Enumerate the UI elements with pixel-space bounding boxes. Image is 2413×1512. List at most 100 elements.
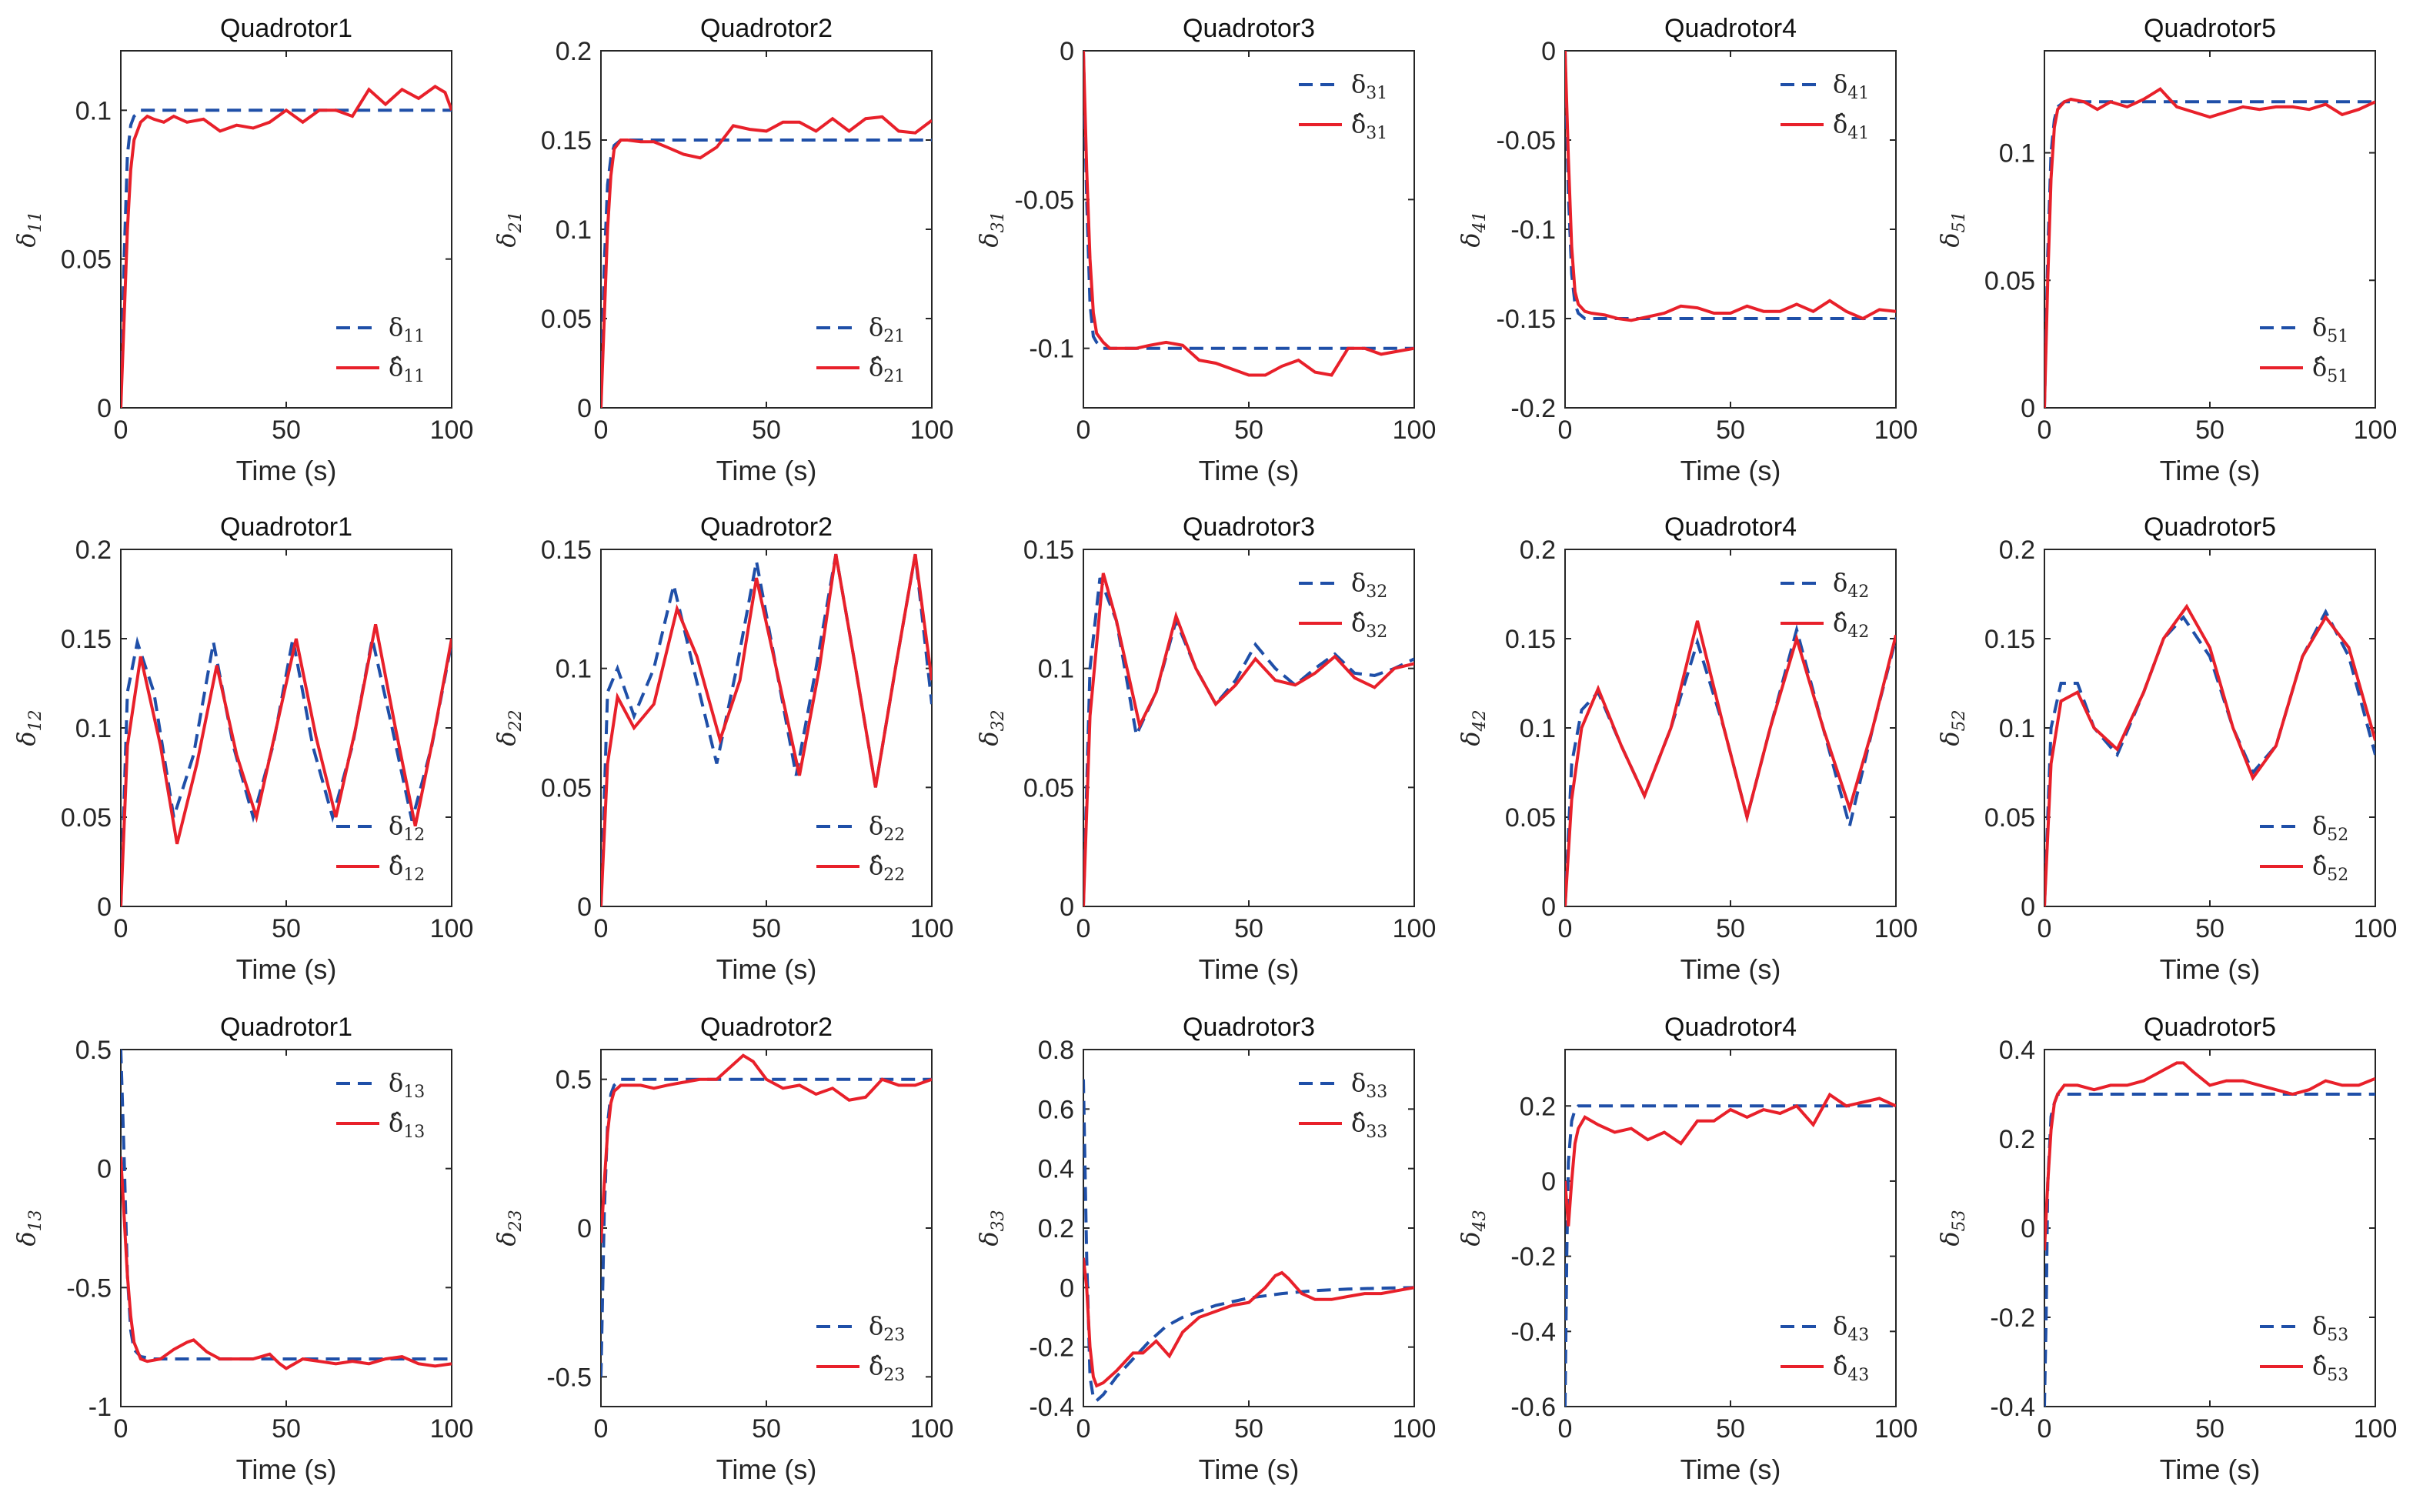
y-axis-label-symbol: δ [974, 232, 1003, 247]
plot-title: Quadrotor1 [220, 14, 352, 43]
x-tick-label: 50 [272, 1414, 301, 1444]
y-axis-label: δ31 [974, 211, 1008, 247]
legend-entry-subscript: 41 [1847, 84, 1869, 103]
y-tick-label: 0 [97, 1155, 112, 1184]
x-tick-label: 50 [2195, 1414, 2224, 1444]
x-axis-label: Time (s) [236, 953, 337, 985]
legend-entry-symbol: δ̂ [869, 352, 883, 382]
legend-entry: δ̂41 [1833, 109, 1869, 143]
legend-entry-subscript: 21 [883, 327, 905, 346]
x-tick-label: 50 [752, 1414, 781, 1444]
x-tick-label: 0 [594, 1414, 609, 1444]
plot-title: Quadrotor5 [2144, 1013, 2276, 1042]
x-tick-label: 50 [1234, 416, 1263, 445]
y-tick-label: -0.2 [1990, 1303, 2035, 1333]
x-axis-label: Time (s) [1199, 953, 1300, 985]
estimate-line-δ̂33 [1083, 1257, 1414, 1388]
y-axis-label: δ11 [12, 211, 45, 247]
legend-entry: δ̂23 [869, 1351, 905, 1385]
y-tick-label: -0.15 [1497, 305, 1557, 334]
legend-entry-symbol: δ [389, 312, 403, 342]
plot-frame [1083, 549, 1415, 907]
y-tick-label: 0.5 [556, 1066, 592, 1095]
legend-entry: δ21 [869, 312, 905, 346]
y-axis-label: δ42 [1456, 709, 1490, 746]
y-tick-label: 0.2 [1999, 536, 2035, 565]
y-tick-label: 0.15 [1984, 625, 2035, 654]
y-tick-label: 0 [97, 893, 112, 922]
x-tick-label: 100 [1393, 416, 1437, 445]
y-tick-label: 0.1 [75, 714, 112, 743]
y-tick-label: 0.1 [75, 96, 112, 125]
y-tick-label: -1 [88, 1393, 112, 1422]
plot-title: Quadrotor3 [1183, 1013, 1315, 1042]
legend-entry-symbol: δ [1351, 1068, 1366, 1097]
y-tick-label: 0.1 [1999, 139, 2035, 169]
y-tick-label: 0.4 [1038, 1155, 1074, 1184]
y-axis-label: δ23 [492, 1210, 526, 1246]
y-tick-label: 0 [1541, 893, 1556, 922]
x-tick-label: 0 [114, 914, 128, 943]
x-tick-label: 0 [2038, 416, 2052, 445]
subplot-3-5: Quadrotor5 0 50 100 0.4 0.2 0 -0.2 -0.4 Time (s) δ… [1935, 1013, 2397, 1485]
x-tick-label: 0 [1558, 1414, 1573, 1444]
x-tick-label: 0 [1076, 914, 1091, 943]
plot-title: Quadrotor2 [700, 1013, 833, 1042]
legend-entry-subscript: 23 [883, 1366, 905, 1385]
legend-entry-subscript: 13 [403, 1083, 425, 1102]
legend-entry-subscript: 13 [403, 1123, 425, 1142]
reference-line-δ52 [2044, 608, 2375, 906]
legend-entry-symbol: δ̂ [2312, 352, 2327, 382]
y-tick-label: 0 [2021, 1214, 2035, 1243]
y-axis-label-symbol: δ [1935, 232, 1964, 247]
x-tick-label: 50 [1716, 1414, 1745, 1444]
plot-title: Quadrotor1 [220, 512, 352, 542]
legend-entry-subscript: 53 [2327, 1366, 2348, 1385]
legend-entry-symbol: δ [2312, 811, 2327, 840]
x-axis-label: Time (s) [2160, 455, 2261, 486]
legend-entry-symbol: δ̂ [1833, 1351, 1847, 1380]
y-axis-label-symbol: δ [1935, 1231, 1964, 1246]
y-tick-label: 0.05 [1984, 803, 2035, 833]
y-axis-label-subscript: 33 [989, 1210, 1008, 1231]
legend-entry: δ̂33 [1351, 1108, 1387, 1142]
plot-title: Quadrotor4 [1664, 512, 1797, 542]
plot-title: Quadrotor3 [1183, 512, 1315, 542]
x-tick-label: 0 [1558, 914, 1573, 943]
y-tick-label: 0.05 [1984, 266, 2035, 295]
x-axis-label: Time (s) [236, 455, 337, 486]
y-tick-label: 0 [1060, 1273, 1074, 1303]
x-axis-label: Time (s) [1199, 455, 1300, 486]
legend-entry-symbol: δ [1833, 1311, 1847, 1340]
y-tick-label: 0.1 [1520, 714, 1556, 743]
plot-title: Quadrotor5 [2144, 14, 2276, 43]
x-tick-label: 50 [1716, 914, 1745, 943]
y-axis-label-symbol: δ [492, 232, 521, 247]
x-tick-label: 50 [272, 416, 301, 445]
y-axis-label-symbol: δ [974, 1231, 1003, 1246]
y-axis-label: δ22 [492, 709, 526, 746]
y-axis-label-subscript: 11 [26, 211, 45, 232]
y-axis-label: δ21 [492, 211, 526, 247]
x-tick-label: 0 [1076, 416, 1091, 445]
y-axis-label: δ13 [12, 1210, 45, 1246]
y-tick-label: -0.4 [1510, 1317, 1556, 1347]
y-tick-label: -0.1 [1029, 335, 1074, 364]
legend-entry: δ̂51 [2312, 352, 2348, 386]
y-axis-label-symbol: δ [492, 731, 521, 746]
y-axis-label-subscript: 23 [506, 1210, 526, 1232]
x-axis-label: Time (s) [1680, 953, 1781, 985]
legend-entry: δ12 [389, 811, 425, 845]
legend-entry-subscript: 52 [2327, 866, 2348, 885]
y-axis-label-subscript: 13 [26, 1210, 45, 1231]
subplot-1-2: Quadrotor2 0 50 100 0 0.05 0.1 0.15 0.2 Time (s) δ… [492, 14, 953, 486]
legend-entry: δ23 [869, 1311, 905, 1345]
legend-entry-symbol: δ̂ [2312, 1351, 2327, 1380]
y-axis-label: δ43 [1456, 1210, 1490, 1246]
x-tick-label: 50 [2195, 914, 2224, 943]
plot-title: Quadrotor2 [700, 512, 833, 542]
